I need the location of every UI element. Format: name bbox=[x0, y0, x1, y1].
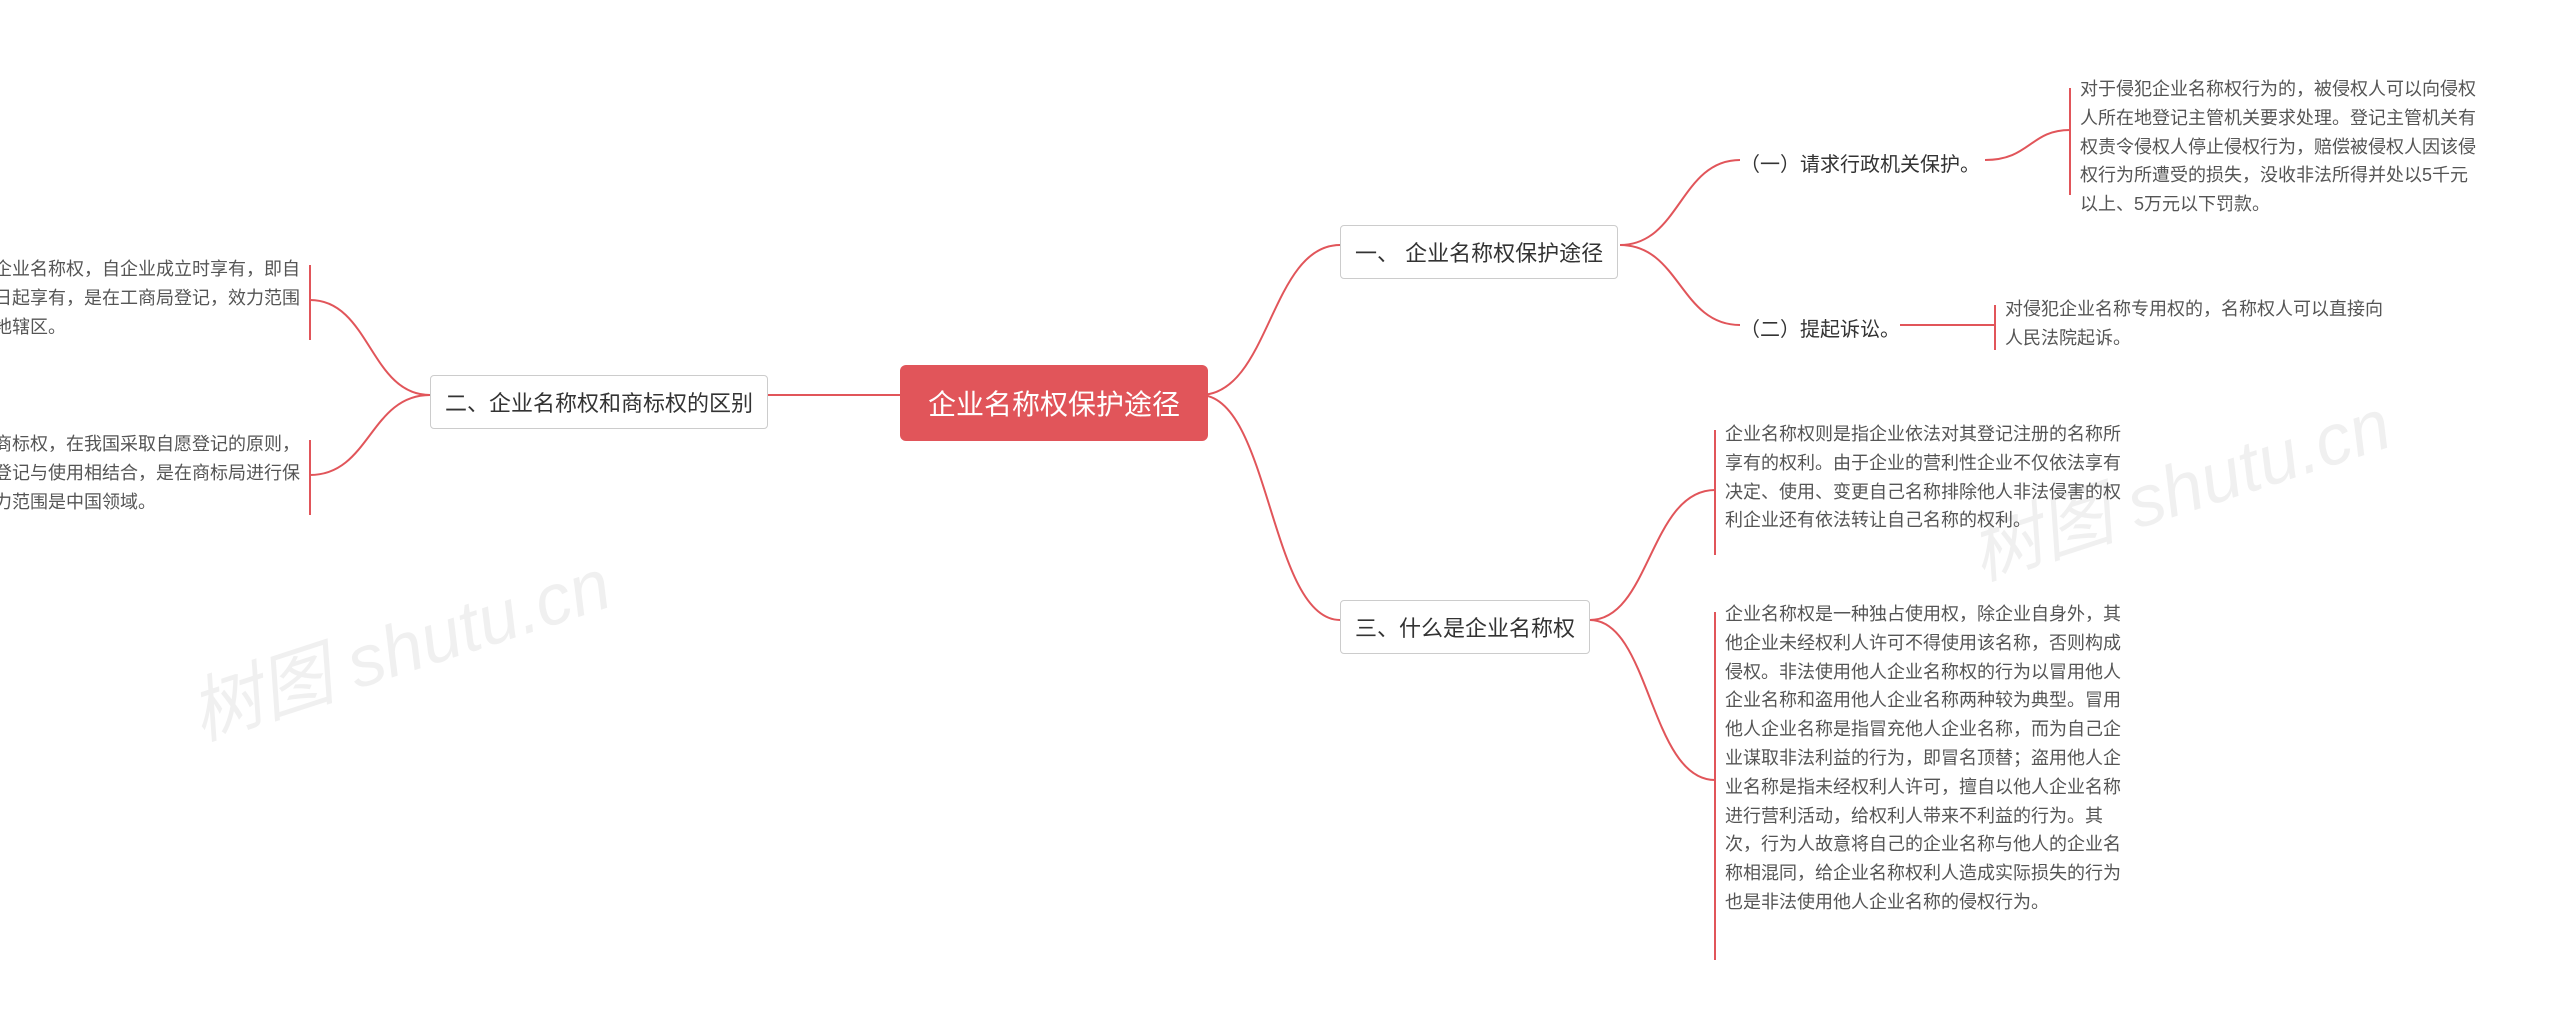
root-node: 企业名称权保护途径 bbox=[900, 365, 1208, 441]
leaf-2-1: （一）企业名称权，自企业成立时享有，即自登记之日起享有，是在工商局登记，效力范围… bbox=[0, 255, 300, 341]
branch-1: 一、 企业名称权保护途径 bbox=[1340, 225, 1618, 279]
sub-1-2: （二）提起诉讼。 bbox=[1740, 313, 1900, 342]
leaf-2-2: （二）商标权，在我国采取自愿登记的原则，保护是登记与使用相结合，是在商标局进行保… bbox=[0, 430, 300, 516]
leaf-3-1: 企业名称权则是指企业依法对其登记注册的名称所享有的权利。由于企业的营利性企业不仅… bbox=[1725, 420, 2125, 535]
sub-1-1: （一）请求行政机关保护。 bbox=[1740, 148, 1980, 177]
branch-3: 三、什么是企业名称权 bbox=[1340, 600, 1590, 654]
leaf-1-2: 对侵犯企业名称专用权的，名称权人可以直接向人民法院起诉。 bbox=[2005, 295, 2385, 353]
branch-2: 二、企业名称权和商标权的区别 bbox=[430, 375, 768, 429]
watermark-left: 树图 shutu.cn bbox=[174, 525, 621, 760]
leaf-1-1: 对于侵犯企业名称权行为的，被侵权人可以向侵权人所在地登记主管机关要求处理。登记主… bbox=[2080, 75, 2480, 219]
leaf-3-2: 企业名称权是一种独占使用权，除企业自身外，其他企业未经权利人许可不得使用该名称，… bbox=[1725, 600, 2125, 917]
